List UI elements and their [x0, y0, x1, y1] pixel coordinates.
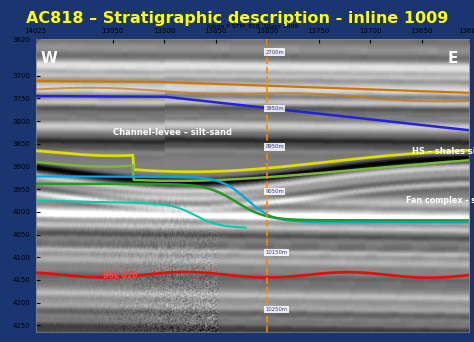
Text: 2700m: 2700m — [265, 50, 284, 54]
Text: 8950m: 8950m — [265, 144, 284, 149]
Text: BSL 820: BSL 820 — [102, 271, 137, 280]
Text: 10150m: 10150m — [265, 250, 287, 255]
Text: Channel-levee – silt-sand: Channel-levee – silt-sand — [113, 128, 232, 137]
Text: 3950m: 3950m — [265, 106, 284, 111]
Text: W: W — [41, 51, 58, 66]
Text: Fan complex - silt-sand: Fan complex - silt-sand — [406, 196, 474, 205]
Text: 10250m: 10250m — [265, 307, 287, 312]
Text: 9050m: 9050m — [265, 189, 284, 194]
X-axis label: Inline P STM_818_30acr 1009: Inline P STM_818_30acr 1009 — [207, 23, 298, 29]
Text: AC818 – Stratigraphic description - inline 1009: AC818 – Stratigraphic description - inli… — [26, 11, 448, 26]
Text: E: E — [448, 51, 458, 66]
Text: HS – shales silt: HS – shales silt — [411, 147, 474, 156]
